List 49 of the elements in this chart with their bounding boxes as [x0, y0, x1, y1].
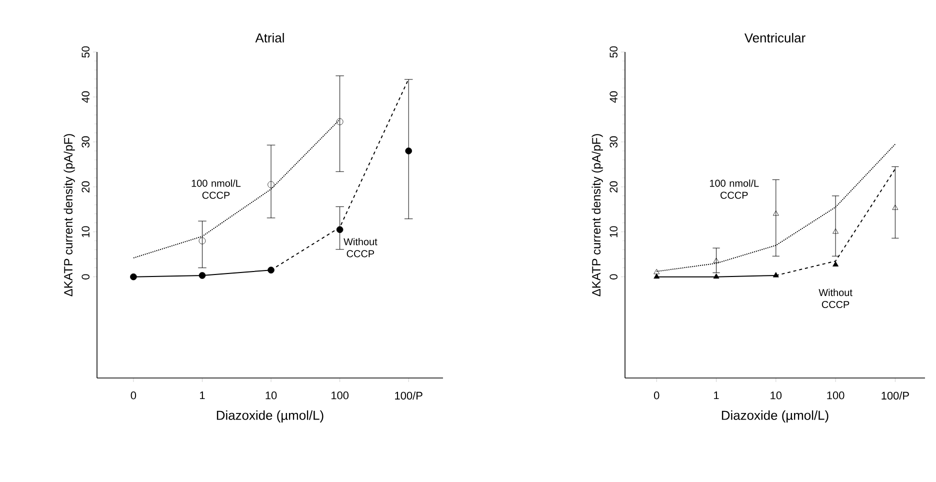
y-tick-label: 10: [610, 226, 618, 238]
point: [832, 228, 839, 234]
series-label: Without CCCP: [344, 238, 378, 258]
point: [198, 237, 206, 244]
y-tick-label: 40: [610, 91, 618, 103]
y-tick-label: 0: [82, 274, 90, 280]
text: Without CCCP: [818, 288, 852, 308]
x-tick-label: 0: [130, 392, 136, 400]
text: 100 nmol/L CCCP: [710, 180, 759, 199]
y-tick-label: 30: [82, 136, 90, 148]
y-tick-label: 20: [610, 181, 618, 192]
y-tick-label: 20: [82, 181, 90, 192]
x-tick-label: 0: [654, 392, 660, 400]
y-tick-label: 40: [82, 91, 90, 103]
chart-title: Atrial: [255, 32, 284, 42]
y-tick-label: 0: [610, 274, 618, 280]
x-axis-title: Diazoxide (µmol/L): [216, 410, 324, 422]
y-tick-label: 50: [82, 46, 90, 58]
y-tick-label: 30: [610, 136, 618, 148]
x-axis-title: Diazoxide (µmol/L): [722, 410, 828, 422]
point: [832, 261, 839, 266]
point: [198, 272, 206, 279]
x-tick-label: 10: [266, 392, 277, 400]
point: [713, 258, 720, 263]
point: [268, 181, 274, 188]
point: [336, 118, 344, 126]
y-axis-title: ΔKATP current density (pA/pF): [592, 134, 603, 296]
x-tick-label: 100: [332, 392, 349, 400]
point: [772, 210, 779, 216]
y-axis-title: ΔKATP current density (pA/pF): [64, 134, 75, 296]
point: [130, 273, 137, 280]
text: 100 nmol/L CCCP: [192, 180, 241, 199]
x-tick-label: 100: [827, 392, 844, 400]
x-tick-label: 1: [714, 392, 719, 400]
point: [268, 266, 274, 274]
x-tick-label: 10: [770, 392, 782, 400]
x-tick-label: 100/P: [395, 392, 422, 400]
x-tick-label: 1: [200, 392, 205, 400]
y-tick-label: 10: [82, 226, 90, 238]
point: [336, 226, 344, 234]
point: [405, 148, 412, 154]
point: [654, 273, 660, 279]
point: [892, 204, 898, 210]
point: [713, 273, 720, 279]
y-tick-label: 50: [610, 46, 618, 58]
point: [654, 268, 660, 274]
chart-title: Ventricular: [744, 32, 806, 42]
x-tick-label: 100/P: [882, 392, 909, 400]
point: [772, 272, 779, 278]
